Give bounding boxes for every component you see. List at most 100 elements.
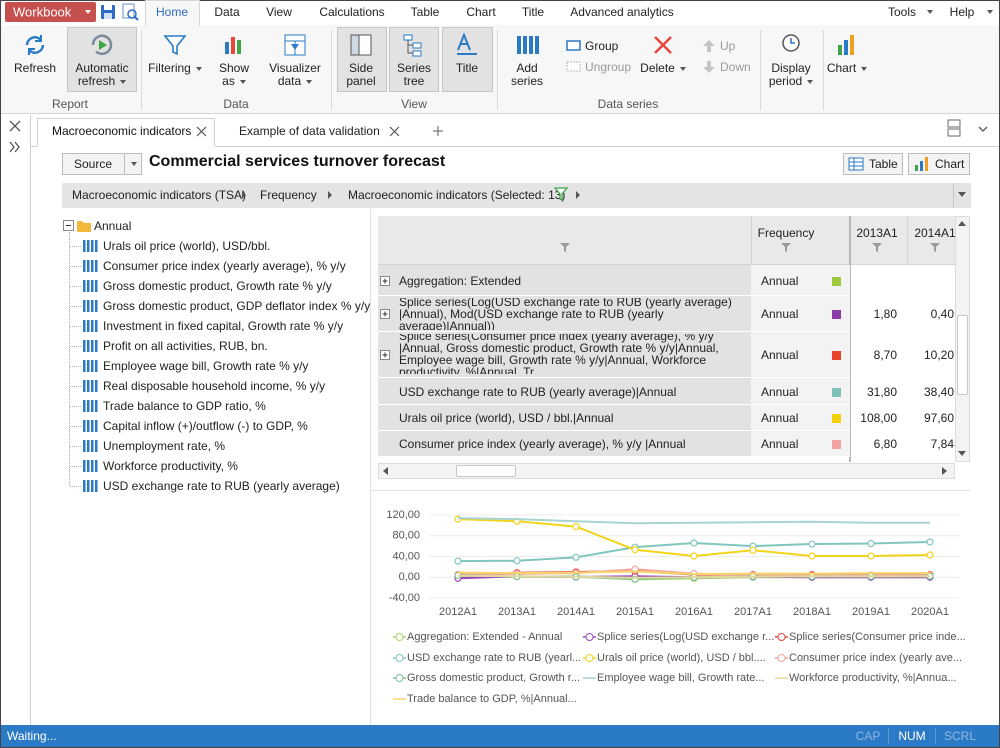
ribbon-button-label[interactable]: Delete (640, 61, 675, 75)
ribbon-button-label[interactable]: Visualizer data (269, 61, 321, 88)
dropdown-arrow[interactable] (679, 66, 686, 71)
active-menu-tab[interactable] (145, 0, 200, 26)
source-button[interactable] (62, 153, 142, 175)
tree-item[interactable]: Employee wage bill, Growth rate % y/y (103, 359, 309, 373)
ribbon-button-label[interactable]: Side panel (346, 61, 376, 88)
tree-item[interactable]: Urals oil price (world), USD/bbl. (103, 239, 271, 253)
doc-tab[interactable]: Example of data validation (239, 124, 380, 138)
dropdown-arrow[interactable] (120, 79, 127, 84)
breadcrumb[interactable]: Frequency (260, 188, 317, 202)
pressed-button[interactable] (389, 27, 439, 92)
ribbon-button[interactable]: Show as (213, 62, 255, 88)
ribbon-button[interactable]: Chart (825, 62, 869, 75)
ribbon-button[interactable]: Refresh (5, 62, 65, 75)
ribbon-button-label[interactable]: Title (455, 61, 479, 75)
ribbon-button[interactable]: Visualizer data (265, 62, 325, 88)
dropdown-arrow[interactable] (306, 79, 313, 84)
h-scrollbar[interactable] (378, 463, 955, 479)
tree-item[interactable]: Unemployment rate, % (103, 439, 226, 453)
tree-item[interactable]: Workforce productivity, % (103, 459, 238, 473)
icon (122, 3, 139, 21)
row-name[interactable]: USD exchange rate to RUB (yearly average… (399, 384, 677, 399)
column-header[interactable]: 2014A1 (914, 226, 956, 240)
dropdown-arrow[interactable] (85, 10, 91, 14)
dropdown-arrow[interactable] (861, 66, 868, 71)
v-scroll-thumb[interactable] (957, 315, 968, 395)
pressed-button[interactable] (442, 27, 493, 92)
menu-item[interactable]: Chart (466, 5, 496, 19)
ribbon-button-label[interactable]: Show as (218, 61, 250, 88)
row-name[interactable]: Splice series(Consumer price index (year… (399, 334, 719, 374)
dropdown-arrow[interactable] (239, 79, 246, 84)
workbook-label[interactable]: Workbook (13, 4, 72, 20)
ribbon-button-label[interactable]: Filtering (148, 61, 191, 75)
icon-shape (134, 16, 139, 21)
menu-item[interactable]: Table (410, 5, 440, 19)
breadcrumb-dropdown[interactable] (953, 183, 971, 208)
table-view-label[interactable]: Table (869, 157, 898, 171)
tree-root[interactable]: Annual (94, 219, 132, 233)
menu-item[interactable]: Data (214, 5, 240, 19)
chart-view-label[interactable]: Chart (935, 157, 965, 171)
menu-item[interactable]: Home (155, 5, 189, 19)
source-label[interactable]: Source (73, 157, 113, 171)
row-name[interactable]: Urals oil price (world), USD / bbl.|Annu… (399, 411, 614, 425)
ribbon-button[interactable]: Delete (638, 62, 688, 75)
icon (63, 220, 74, 231)
tree-item[interactable]: Capital inflow (+)/outflow (-) to GDP, % (103, 419, 308, 433)
ribbon-button[interactable]: Display period (768, 62, 814, 88)
row-name[interactable]: Splice series(Log(USD exchange rate to R… (399, 298, 732, 330)
breadcrumb[interactable]: Macroeconomic indicators (TSA) (72, 188, 247, 202)
ribbon-button-label[interactable]: Ungroup (585, 60, 632, 74)
ribbon-button-label[interactable]: Refresh (13, 61, 57, 75)
point (513, 557, 521, 565)
ribbon-button[interactable]: Title (445, 62, 489, 75)
h-scroll-thumb[interactable] (456, 465, 516, 477)
dropdown-arrow[interactable] (927, 10, 933, 14)
ribbon-button[interactable]: Add series (505, 62, 549, 88)
icon (958, 221, 966, 226)
report-title: Commercial services turnover forecast (149, 153, 446, 170)
dropdown-arrow[interactable] (807, 79, 814, 84)
tree-item[interactable]: Profit on all activities, RUB, bn. (103, 339, 268, 353)
active-doc-tab[interactable] (37, 118, 215, 147)
menu-item[interactable]: Help (949, 5, 975, 19)
row-name[interactable]: Aggregation: Extended (399, 273, 522, 288)
dropdown-arrow[interactable] (195, 66, 202, 71)
dropdown-arrow[interactable] (131, 162, 137, 166)
tree-item[interactable]: Real disposable household income, % y/y (103, 379, 326, 393)
tree-item[interactable]: Trade balance to GDP ratio, % (103, 399, 266, 413)
ribbon-button-label[interactable]: Down (720, 60, 751, 74)
row-name[interactable]: Consumer price index (yearly average), %… (399, 437, 686, 451)
chart-view-button[interactable] (908, 153, 970, 175)
menu-item[interactable]: Tools (887, 5, 917, 19)
column-header[interactable]: 2013A1 (856, 226, 898, 240)
menu-item[interactable]: Title (521, 5, 545, 19)
menu-item[interactable]: Advanced analytics (570, 5, 674, 19)
column-header[interactable]: Frequency (757, 226, 815, 240)
ribbon-button-label[interactable]: Up (720, 39, 736, 53)
ribbon-button[interactable]: Automatic refresh (69, 62, 135, 88)
tree-item[interactable]: Investment in fixed capital, Growth rate… (103, 319, 344, 333)
menu-item[interactable]: Calculations (319, 5, 385, 19)
tree-item[interactable]: Gross domestic product, GDP deflator ind… (103, 299, 371, 313)
ribbon-button-label[interactable]: Display period (768, 61, 811, 88)
menu-item[interactable]: View (266, 5, 292, 19)
ribbon-button-label[interactable]: Group (585, 39, 619, 53)
tree-item[interactable]: USD exchange rate to RUB (yearly average… (103, 479, 340, 493)
ribbon-button-label[interactable]: Add series (510, 61, 543, 88)
ribbon-button[interactable]: Series tree (394, 62, 434, 88)
dropdown-arrow[interactable] (987, 10, 993, 14)
doc-tab[interactable]: Macroeconomic indicators (52, 124, 192, 138)
ribbon-button-label[interactable]: Chart (826, 61, 857, 75)
ribbon-button[interactable]: Filtering (145, 62, 205, 75)
tree-item[interactable]: Consumer price index (yearly average), %… (103, 259, 346, 273)
breadcrumb[interactable]: Macroeconomic indicators (Selected: 13) (348, 188, 566, 202)
ribbon-button[interactable]: Side panel (341, 62, 381, 88)
workbook-button[interactable] (5, 2, 96, 22)
icon-shape (87, 240, 90, 252)
ribbon-button-label[interactable]: Automatic refresh (75, 61, 129, 88)
ribbon-button-label[interactable]: Series tree (396, 61, 431, 88)
tree-item[interactable]: Gross domestic product, Growth rate % y/… (103, 279, 332, 293)
icon-shape (95, 280, 98, 292)
